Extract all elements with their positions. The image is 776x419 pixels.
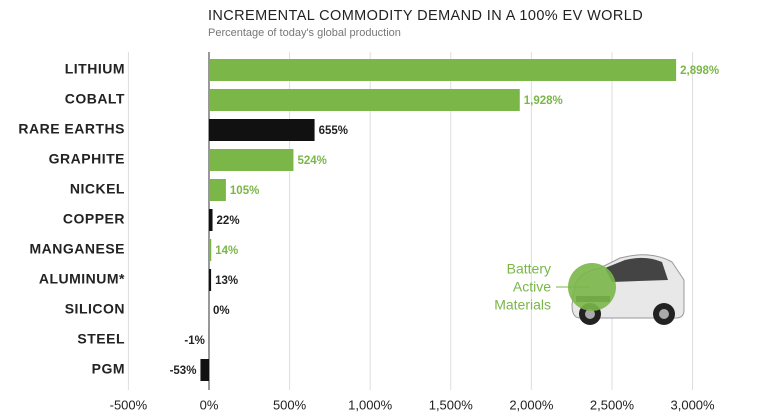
- bar: [208, 119, 315, 141]
- category-label: STEEL: [77, 331, 125, 347]
- value-label: 1,928%: [524, 95, 563, 107]
- bar: [208, 269, 212, 291]
- legend-label: Battery: [507, 261, 551, 277]
- category-label: NICKEL: [70, 181, 125, 197]
- category-label: COPPER: [63, 211, 125, 227]
- category-label: GRAPHITE: [49, 151, 125, 167]
- value-label: 524%: [297, 155, 326, 167]
- value-label: 105%: [230, 185, 259, 197]
- bar: [208, 149, 294, 171]
- value-label: 655%: [319, 125, 348, 137]
- bar: [208, 209, 213, 231]
- value-label: 14%: [215, 245, 238, 257]
- category-label: SILICON: [65, 301, 125, 317]
- category-label: COBALT: [65, 91, 125, 107]
- bar: [208, 179, 226, 201]
- value-label: -1%: [184, 335, 204, 347]
- category-label: ALUMINUM*: [39, 271, 125, 287]
- x-tick-label: 1,500%: [429, 397, 474, 412]
- x-tick-label: 500%: [273, 397, 307, 412]
- category-label: RARE EARTHS: [18, 121, 125, 137]
- bar: [208, 59, 677, 81]
- chart-subtitle: Percentage of today's global production: [208, 27, 401, 39]
- category-label: LITHIUM: [65, 61, 125, 77]
- x-tick-label: 3,000%: [671, 397, 716, 412]
- legend-label: Active: [513, 279, 551, 295]
- x-tick-label: 0%: [200, 397, 219, 412]
- value-label: 2,898%: [680, 65, 719, 77]
- chart-title: INCREMENTAL COMMODITY DEMAND IN A 100% E…: [208, 8, 643, 24]
- x-tick-label: -500%: [110, 397, 148, 412]
- value-label: 22%: [217, 215, 240, 227]
- x-tick-label: 2,500%: [590, 397, 635, 412]
- value-label: 13%: [215, 275, 238, 287]
- legend-label: Materials: [494, 297, 551, 313]
- category-label: MANGANESE: [29, 241, 125, 257]
- value-label: 0%: [213, 305, 230, 317]
- bar: [200, 359, 209, 381]
- bar: [208, 239, 212, 261]
- bar: [208, 89, 520, 111]
- value-label: -53%: [170, 365, 197, 377]
- legend-marker: [568, 263, 616, 311]
- category-label: PGM: [92, 361, 125, 377]
- x-tick-label: 2,000%: [509, 397, 554, 412]
- x-tick-label: 1,000%: [348, 397, 393, 412]
